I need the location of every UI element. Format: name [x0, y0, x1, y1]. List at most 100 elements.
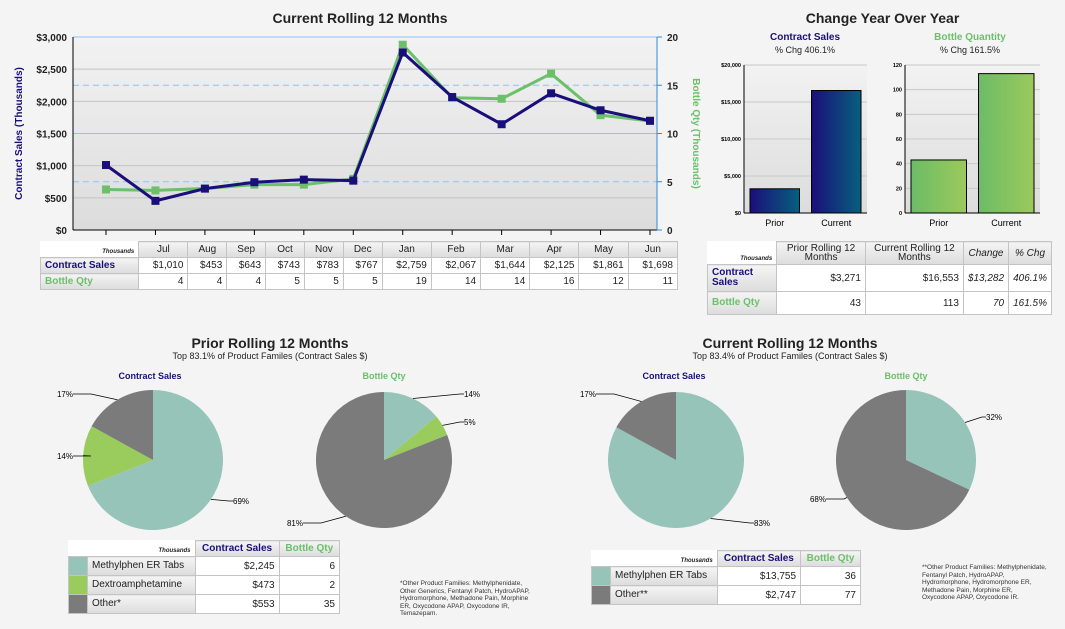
left-tick-label: $2,500 [36, 65, 67, 76]
value-cell: $13,282 [962, 264, 1010, 292]
left-tick-label: $0 [56, 226, 68, 237]
contract-value: $2,245 [194, 556, 280, 576]
rolling-table: Thousands Jul Aug Sep Oct Nov Dec Jan Feb Mar Apr M… [39, 241, 679, 290]
yoy-contract-title: Contract Sales [769, 32, 841, 43]
bottle-cell: 5 [265, 273, 305, 290]
yoy-title: Change Year Over Year [805, 10, 960, 26]
month-header: Nov [303, 241, 344, 258]
category-label: Prior [765, 218, 784, 228]
bottle-cell: 4 [138, 273, 189, 290]
tick-label: 80 [896, 112, 902, 118]
tick-label: $15,000 [721, 100, 741, 106]
month-header: Jun [627, 241, 679, 258]
current-legend-table: Thousands Contract Sales Bottle Qty Meth… [591, 550, 861, 605]
leader-line [412, 393, 464, 399]
category-label: Current [821, 218, 852, 228]
tick-label: $0 [735, 211, 741, 217]
col-header: Current Rolling 12 Months [864, 241, 964, 265]
legend-label: Other** [610, 585, 718, 605]
prior-pie1-title: Contract Sales [118, 371, 182, 381]
month-header: Sep [226, 241, 267, 258]
contract-value: $2,747 [716, 585, 802, 605]
month-header: Jan [381, 241, 432, 258]
bottle-cell: 12 [578, 273, 629, 290]
contract-cell: $1,644 [480, 257, 531, 274]
legend-row: Methylphen ER Tabs $2,245 6 [68, 556, 341, 576]
current-footnote: **Other Product Families: Methylphenidat… [922, 564, 1047, 601]
bottle-marker [497, 94, 506, 103]
tick-label: 40 [896, 162, 902, 168]
row-header-contract: Contract Sales [39, 257, 140, 274]
legend-label: Other* [87, 594, 196, 614]
leader-line [73, 393, 118, 401]
left-tick-label: $1,000 [36, 162, 67, 173]
pie-charts: 69% 14% 17% 14% 5% 81% 83% 17% 32% 68% [57, 390, 1002, 530]
month-header: Dec [342, 241, 383, 258]
pie-slice-dextroamphetamine [83, 426, 153, 486]
pie-slice-dextroamphetamine [384, 416, 448, 460]
contract-line [105, 49, 651, 203]
contract-cell: $743 [265, 257, 305, 274]
contract-marker [448, 93, 457, 102]
bottle-cell: 19 [381, 273, 432, 290]
contract-cell: $783 [303, 257, 344, 274]
bottle-line [105, 41, 651, 192]
corner-label: Thousands [102, 249, 135, 255]
legend-swatch [591, 585, 611, 605]
contract-marker [151, 196, 160, 205]
col-bottle: Bottle Qty [800, 550, 861, 567]
bottle-cell: 16 [529, 273, 580, 290]
corner-label: Thousands [158, 548, 191, 554]
current-pie1-title: Contract Sales [642, 371, 706, 381]
yoy-contract-bar-chart: $0 $5,000 $10,000 $15,000 $20,000 Prior Curren… [721, 63, 867, 228]
contract-cell: $1,010 [138, 257, 189, 274]
pie-slice-other- [835, 390, 970, 530]
month-header: May [578, 241, 629, 258]
legend-swatch [68, 575, 88, 595]
bottle-value: 36 [800, 566, 861, 586]
col-contract: Contract Sales [194, 540, 280, 557]
yoy-bottle-bar-chart: 0 20 40 60 80 100 120 Prior Current [893, 63, 1040, 228]
pie-label: 17% [57, 390, 73, 399]
col-header: % Chg [1008, 241, 1052, 265]
pie-label: 83% [754, 519, 770, 528]
col-header: Prior Rolling 12 Months [776, 241, 866, 265]
pie-slice-methylphen-er-tabs [384, 392, 437, 460]
pie-slice-methylphen-er-tabs [906, 390, 976, 490]
pie-label: 17% [580, 390, 596, 399]
prior-legend-table: Thousands Contract Sales Bottle Qty Meth… [68, 540, 341, 614]
legend-label: Dextroamphetamine [87, 575, 196, 595]
col-contract: Contract Sales [716, 550, 802, 567]
left-tick-label: $500 [45, 194, 68, 205]
current-title: Current Rolling 12 Months [702, 335, 878, 351]
tick-label: $20,000 [721, 63, 741, 69]
category-label: Current [991, 218, 1022, 228]
bottle-cell: 14 [480, 273, 531, 290]
right-tick-label: 10 [667, 130, 679, 141]
yoy-contract-pct: % Chg 406.1% [774, 45, 836, 55]
bottle-marker [299, 180, 308, 189]
bottle-value: 6 [278, 556, 341, 576]
contract-marker [596, 106, 605, 115]
col-header: Change [962, 241, 1010, 265]
contract-cell: $2,759 [381, 257, 432, 274]
left-tick-label: $1,500 [36, 130, 67, 141]
pie-label: 5% [464, 418, 476, 427]
pie-label: 68% [810, 495, 826, 504]
leader-line [826, 497, 848, 500]
contract-marker [102, 161, 110, 170]
bar-prior [910, 159, 967, 214]
contract-cell: $1,698 [627, 257, 679, 274]
bar-current [978, 73, 1035, 214]
pie-slice-other- [315, 392, 452, 528]
legend-row: Other* $553 35 [68, 594, 341, 614]
left-tick-label: $2,000 [36, 97, 67, 108]
pie-slice-methylphen-er-tabs [87, 390, 223, 530]
bottle-cell: 11 [627, 273, 679, 290]
legend-label: Methylphen ER Tabs [610, 566, 718, 586]
prior-subtitle: Top 83.1% of Product Familes (Contract S… [172, 351, 368, 361]
bottle-value: 35 [278, 594, 341, 614]
bottle-marker [102, 185, 110, 194]
corner-label: Thousands [680, 558, 713, 564]
right-tick-label: 5 [667, 178, 673, 189]
